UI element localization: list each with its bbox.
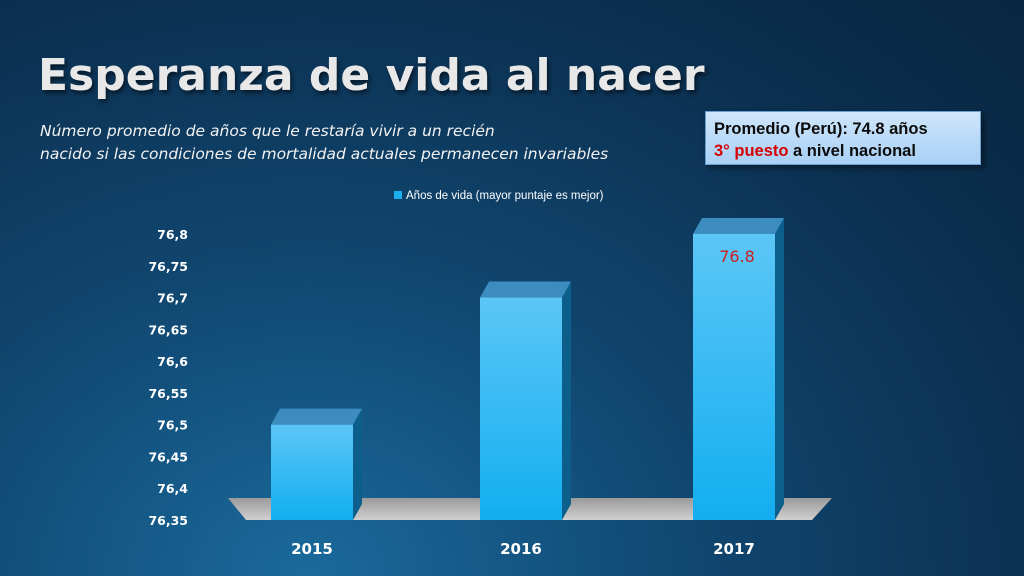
page-title: Esperanza de vida al nacer xyxy=(38,50,705,101)
average-text: Promedio (Perú): 74.8 años xyxy=(714,120,928,138)
y-tick-label: 76,45 xyxy=(148,449,188,464)
x-tick-label: 2015 xyxy=(291,540,333,558)
y-tick-label: 76,65 xyxy=(148,322,188,337)
y-tick-label: 76,7 xyxy=(157,291,188,306)
bar-top xyxy=(480,281,571,298)
bar-front xyxy=(271,424,353,520)
legend-swatch xyxy=(394,191,402,199)
y-tick-label: 76,55 xyxy=(148,386,188,401)
bar-2017 xyxy=(693,218,784,520)
subtitle-line-2: nacido si las condiciones de mortalidad … xyxy=(40,145,609,163)
x-axis: 2015 2016 2017 xyxy=(291,540,755,558)
y-tick-label: 76,6 xyxy=(157,354,188,369)
bar-front xyxy=(693,234,775,520)
y-tick-label: 76,35 xyxy=(148,513,188,528)
bar-2015 xyxy=(271,408,362,520)
rank-text: 3° puesto a nivel nacional xyxy=(714,140,972,162)
bar-top xyxy=(693,218,784,234)
data-labels: 76.8 xyxy=(719,247,755,266)
bar-2016 xyxy=(480,281,571,520)
bar-side xyxy=(562,281,571,520)
bar-top xyxy=(271,408,362,425)
y-tick-label: 76,75 xyxy=(148,259,188,274)
bars xyxy=(271,218,784,520)
legend-label: Años de vida (mayor puntaje es mejor) xyxy=(406,190,604,202)
average-info-box: Promedio (Perú): 74.8 años 3° puesto a n… xyxy=(705,111,981,165)
rank-rest: a nivel nacional xyxy=(788,142,916,160)
bar-front xyxy=(480,297,562,520)
bar-side xyxy=(775,218,784,520)
chart-subtitle: Número promedio de años que le restaría … xyxy=(40,120,640,166)
x-tick-label: 2016 xyxy=(500,540,542,558)
y-tick-label: 76,4 xyxy=(157,481,188,496)
data-label: 76.8 xyxy=(719,247,755,266)
y-tick-label: 76,8 xyxy=(157,227,188,242)
y-axis: 76,35 76,4 76,45 76,5 76,55 76,6 76,65 76,7 76,7… xyxy=(148,227,188,528)
rank-highlight: 3° puesto xyxy=(714,142,789,160)
bar-side xyxy=(353,408,362,520)
y-tick-label: 76,5 xyxy=(157,418,188,433)
chart-legend: Años de vida (mayor puntaje es mejor) xyxy=(394,190,604,202)
x-tick-label: 2017 xyxy=(713,540,755,558)
subtitle-line-1: Número promedio de años que le restaría … xyxy=(40,122,495,140)
